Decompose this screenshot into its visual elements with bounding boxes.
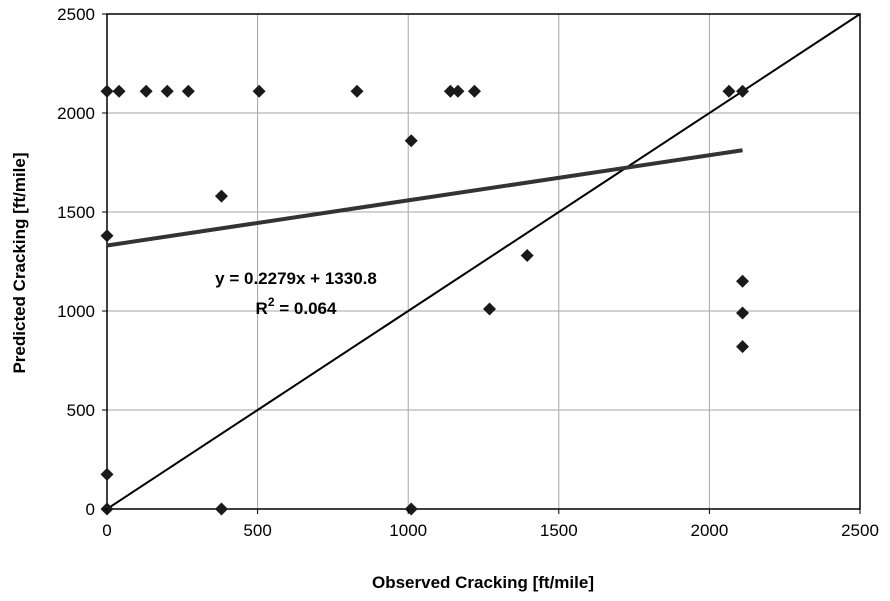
x-axis-ticks: 0 500 1000 1500 2000 2500 (102, 509, 879, 540)
r-squared-value: = 0.064 (275, 299, 337, 318)
reference-line-1to1 (106, 13, 861, 510)
data-point-marker (736, 340, 750, 354)
y-tick-label: 2500 (57, 5, 95, 24)
data-point-marker (100, 467, 114, 481)
data-point-marker (404, 502, 418, 516)
plot-area-border (106, 13, 861, 510)
data-point-marker (160, 84, 174, 98)
data-point-marker (112, 84, 126, 98)
data-point-marker (736, 84, 750, 98)
data-point-marker (139, 84, 153, 98)
data-point-marker (350, 84, 364, 98)
trendline (106, 148, 743, 248)
x-axis-title: Observed Cracking [ft/mile] (372, 573, 594, 592)
data-point-marker (404, 134, 418, 148)
y-tick-label: 1500 (57, 203, 95, 222)
x-tick-label: 0 (102, 521, 111, 540)
x-tick-label: 1000 (389, 521, 427, 540)
y-tick-label: 0 (86, 500, 95, 519)
y-tick-label: 1000 (57, 302, 95, 321)
x-tick-label: 1500 (540, 521, 578, 540)
x-tick-label: 2500 (841, 521, 879, 540)
r-squared-symbol: R (256, 299, 268, 318)
data-point-marker (467, 84, 481, 98)
x-tick-label: 2000 (690, 521, 728, 540)
data-point-marker (214, 502, 228, 516)
data-point-marker (100, 84, 114, 98)
data-point-marker (451, 84, 465, 98)
grid (107, 14, 860, 509)
y-axis-title: Predicted Cracking [ft/mile] (10, 152, 29, 373)
y-tick-label: 2000 (57, 104, 95, 123)
trendline-r-squared: R2 = 0.064 (256, 295, 337, 318)
data-point-marker (252, 84, 266, 98)
data-point-marker (736, 274, 750, 288)
data-point-marker (100, 229, 114, 243)
trendline-equation: y = 0.2279x + 1330.8 (215, 269, 377, 288)
data-point-marker (483, 302, 497, 316)
y-tick-label: 500 (67, 401, 95, 420)
data-point-marker (214, 189, 228, 203)
r-squared-exponent: 2 (268, 295, 275, 309)
data-point-marker (443, 84, 457, 98)
data-point-marker (722, 84, 736, 98)
data-point-marker (181, 84, 195, 98)
x-tick-label: 500 (243, 521, 271, 540)
data-points (100, 84, 750, 516)
y-axis-ticks: 0 500 1000 1500 2000 2500 (57, 5, 107, 519)
data-point-marker (736, 306, 750, 320)
data-point-marker (520, 249, 534, 263)
